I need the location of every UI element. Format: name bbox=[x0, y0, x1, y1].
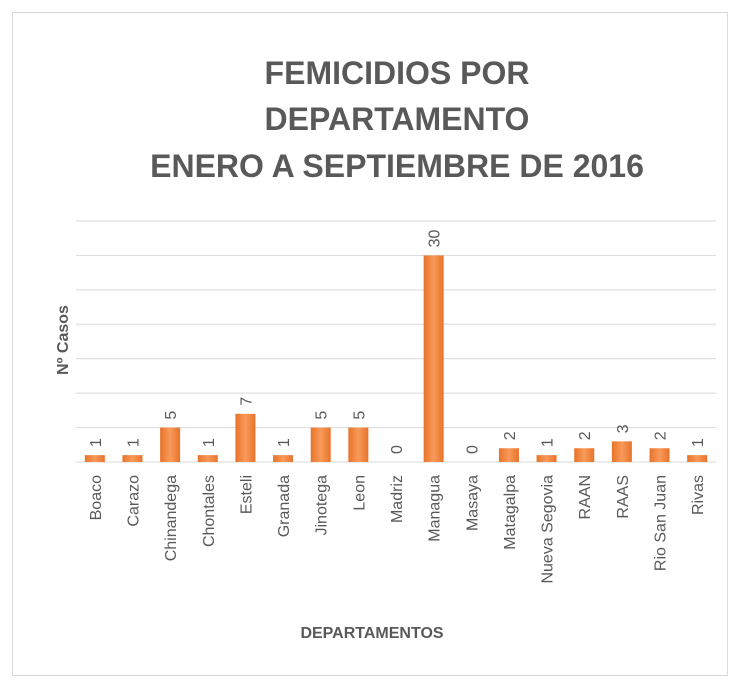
value-label: 5 bbox=[163, 411, 180, 420]
value-label: 7 bbox=[238, 397, 255, 406]
bar bbox=[122, 455, 143, 462]
x-tick-label: Rivas bbox=[690, 475, 707, 515]
x-tick-label: Boaco bbox=[88, 475, 105, 520]
bar bbox=[611, 441, 632, 462]
bar bbox=[574, 448, 595, 462]
x-tick-label: Matagalpa bbox=[502, 475, 519, 550]
value-label: 2 bbox=[577, 431, 594, 440]
value-label: 1 bbox=[125, 438, 142, 447]
x-tick-label: RAAN bbox=[577, 475, 594, 519]
value-label: 2 bbox=[502, 431, 519, 440]
value-label: 1 bbox=[201, 438, 218, 447]
bar bbox=[160, 427, 181, 462]
bar bbox=[235, 413, 256, 462]
x-tick-label: Madriz bbox=[389, 475, 406, 523]
chart-title: DEPARTAMENTO bbox=[265, 101, 530, 137]
value-label: 5 bbox=[351, 411, 368, 420]
value-label: 30 bbox=[427, 230, 444, 248]
value-label: 5 bbox=[314, 411, 331, 420]
bar bbox=[273, 455, 294, 462]
bar bbox=[310, 427, 331, 462]
chart-title: ENERO A SEPTIEMBRE DE 2016 bbox=[150, 148, 644, 184]
value-label: 0 bbox=[389, 445, 406, 454]
value-label: 1 bbox=[690, 438, 707, 447]
bar bbox=[687, 455, 708, 462]
bar bbox=[536, 455, 557, 462]
x-tick-label: Managua bbox=[427, 475, 444, 542]
bar bbox=[84, 455, 105, 462]
x-axis-title: DEPARTAMENTOS bbox=[300, 625, 443, 642]
x-tick-label: Masaya bbox=[464, 475, 481, 531]
chart-frame bbox=[12, 12, 728, 676]
chart-title: FEMICIDIOS POR bbox=[265, 55, 530, 91]
x-tick-label: Rio San Juan bbox=[653, 475, 670, 571]
x-tick-label: Granada bbox=[276, 475, 293, 537]
value-label: 0 bbox=[464, 445, 481, 454]
bar bbox=[498, 448, 519, 462]
value-label: 3 bbox=[615, 424, 632, 433]
x-tick-label: Carazo bbox=[125, 475, 142, 527]
x-tick-label: Chinandega bbox=[163, 475, 180, 561]
bar bbox=[423, 255, 444, 462]
value-label: 1 bbox=[88, 438, 105, 447]
bar bbox=[197, 455, 218, 462]
x-tick-label: Esteli bbox=[238, 475, 255, 514]
x-tick-label: Chontales bbox=[201, 475, 218, 547]
x-tick-label: RAAS bbox=[615, 475, 632, 519]
bar bbox=[348, 427, 369, 462]
bar bbox=[649, 448, 670, 462]
x-tick-label: Nueva Segovia bbox=[540, 475, 557, 584]
value-label: 1 bbox=[276, 438, 293, 447]
y-axis-title: Nº Casos bbox=[55, 305, 72, 375]
value-label: 2 bbox=[653, 431, 670, 440]
x-tick-label: Leon bbox=[351, 475, 368, 511]
x-tick-label: Jinotega bbox=[314, 475, 331, 536]
value-label: 1 bbox=[540, 438, 557, 447]
